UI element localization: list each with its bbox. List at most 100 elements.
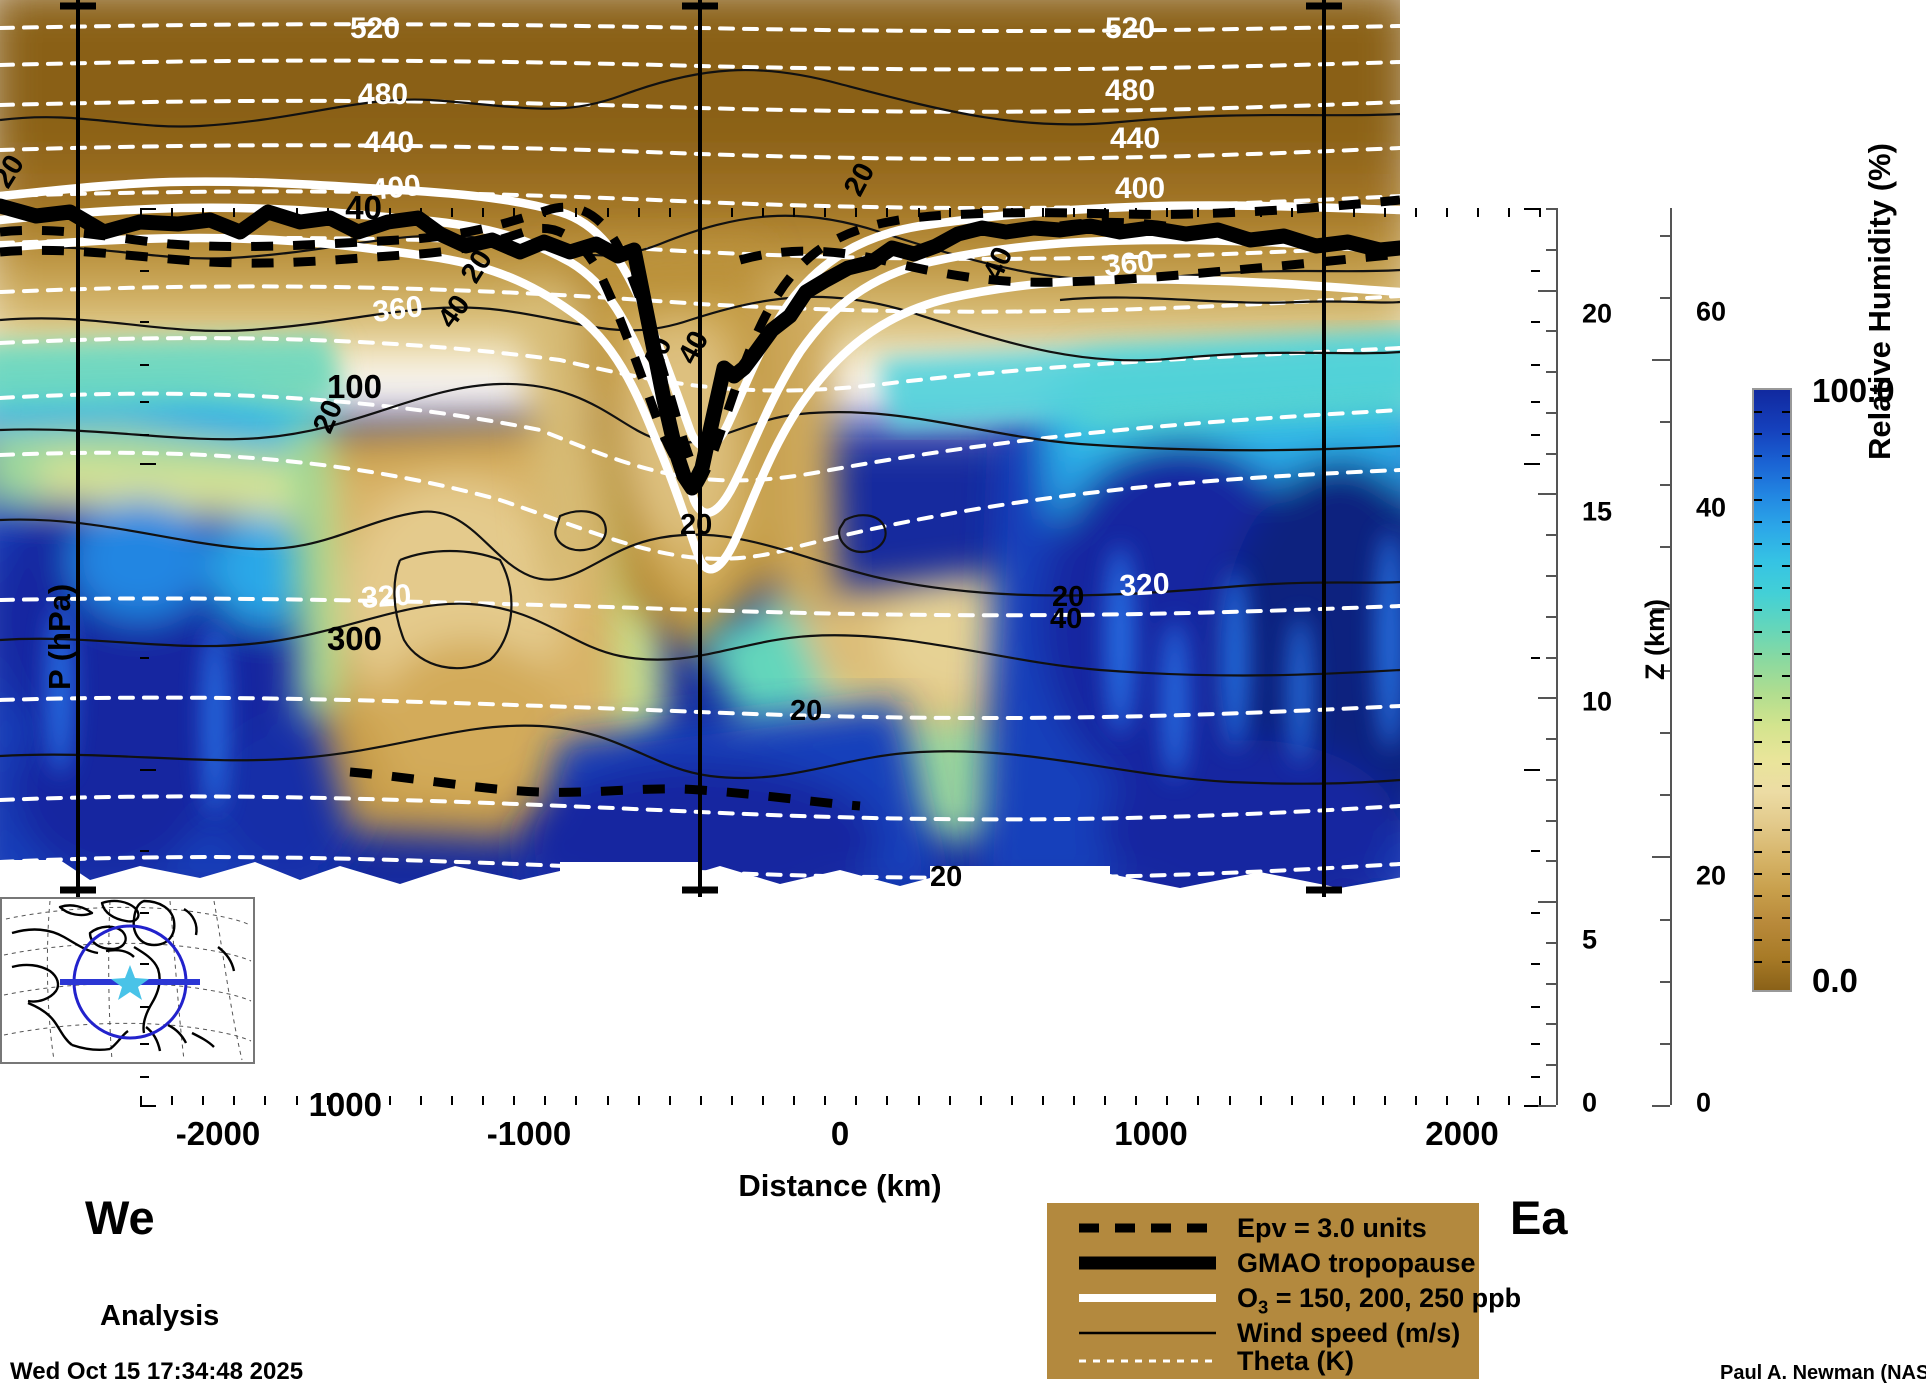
tick-mark	[1508, 208, 1510, 217]
tick-mark	[1260, 1096, 1262, 1105]
tick-mark	[1384, 1096, 1386, 1105]
west-endpoint-label: We	[85, 1191, 155, 1244]
tick-mark	[1546, 1064, 1556, 1066]
svg-text:480: 480	[358, 78, 408, 111]
tick-mark	[1660, 297, 1670, 299]
svg-text:360: 360	[371, 290, 425, 329]
tick-mark	[1531, 963, 1540, 965]
legend-box: Epv = 3.0 units GMAO tropopause O3 = 150…	[1047, 1203, 1521, 1379]
svg-text:40: 40	[1050, 603, 1082, 635]
svg-text:20: 20	[1052, 581, 1084, 613]
z-kft-tick-20: 20	[1696, 860, 1727, 891]
x-tick-neg2000: -2000	[175, 1115, 261, 1152]
tick-mark	[1660, 421, 1670, 423]
tick-mark	[420, 1096, 422, 1105]
tick-mark	[1546, 575, 1556, 577]
tick-mark	[389, 1096, 391, 1105]
y-axis-title: P (hPa)	[42, 583, 77, 690]
tick-mark	[202, 1096, 204, 1105]
waypoint-markers	[76, 0, 1326, 897]
svg-text:20: 20	[930, 861, 962, 893]
tick-mark	[1508, 1096, 1510, 1105]
tick-mark	[1538, 290, 1556, 292]
tick-mark	[731, 1096, 733, 1105]
z-kft-tick-40: 40	[1696, 492, 1727, 523]
inset-map[interactable]	[0, 897, 255, 1064]
legend-row: O3 = 150, 200, 250 ppb	[1047, 1281, 1521, 1317]
tick-mark	[886, 1096, 888, 1105]
tick-mark	[824, 1096, 826, 1105]
svg-text:520: 520	[350, 12, 400, 45]
tick-mark	[451, 1096, 453, 1105]
x-tick-neg1000: -1000	[486, 1115, 572, 1152]
tick-mark	[171, 1096, 173, 1105]
tick-mark	[140, 1105, 156, 1107]
tick-mark	[1531, 321, 1540, 323]
timestamp-label: Wed Oct 15 17:34:48 2025	[10, 1358, 304, 1385]
tick-mark	[1011, 1096, 1013, 1105]
tick-mark	[669, 1096, 671, 1105]
tick-mark	[1531, 1006, 1540, 1008]
tick-mark	[1415, 1096, 1417, 1105]
tick-mark	[1538, 901, 1556, 903]
legend-row: Theta (K)	[1047, 1344, 1479, 1379]
tick-mark	[1135, 1096, 1137, 1105]
tick-mark	[1291, 1096, 1293, 1105]
svg-text:440: 440	[1110, 122, 1160, 155]
svg-text:480: 480	[1105, 74, 1155, 107]
colorbar	[1752, 388, 1792, 992]
tick-mark	[1531, 1076, 1540, 1078]
tick-mark	[1660, 981, 1670, 983]
tick-mark	[1073, 1096, 1075, 1105]
colorbar-title: Relative Humidity (%)	[1862, 143, 1897, 460]
z-km-tick-20: 20	[1582, 298, 1613, 329]
tick-mark	[1531, 270, 1540, 272]
svg-text:320: 320	[360, 579, 412, 615]
tick-mark	[1546, 412, 1556, 414]
tick-mark	[1353, 1096, 1355, 1105]
legend-sample-epv-icon	[1075, 1211, 1220, 1246]
tick-mark	[1546, 330, 1556, 332]
tick-mark	[1477, 208, 1479, 217]
graticule	[3, 900, 252, 1061]
tick-mark	[1524, 1105, 1540, 1107]
analysis-label: Analysis	[100, 1300, 220, 1332]
svg-text:320: 320	[1119, 567, 1171, 603]
tick-mark	[513, 1096, 515, 1105]
tick-mark	[1546, 249, 1556, 251]
tick-mark	[1524, 769, 1540, 771]
z-km-tick-5: 5	[1582, 924, 1598, 955]
tick-mark	[1531, 434, 1540, 436]
colorbar-min-label: 0.0	[1812, 962, 1858, 999]
tick-mark	[544, 1096, 546, 1105]
tick-mark	[1531, 364, 1540, 366]
z-km-tick-0: 0	[1582, 1087, 1598, 1118]
y-tick-1000: 1000	[308, 1086, 382, 1123]
tick-mark	[140, 1096, 142, 1105]
tick-mark	[700, 1096, 702, 1105]
tick-mark	[1539, 208, 1541, 217]
tick-mark	[980, 1096, 982, 1105]
tick-mark	[1660, 919, 1670, 921]
tick-mark	[762, 1096, 764, 1105]
east-endpoint-label: Ea	[1510, 1191, 1568, 1244]
tick-mark	[1546, 820, 1556, 822]
tick-mark	[1531, 657, 1540, 659]
tick-mark	[1660, 235, 1670, 237]
z-kft-axis	[1670, 208, 1672, 1105]
inset-map-svg	[2, 899, 253, 1062]
y-tick-300: 300	[326, 620, 382, 657]
center-star-icon	[111, 965, 149, 1000]
legend-sample-tropopause-icon	[1075, 1246, 1220, 1281]
tick-mark	[1415, 208, 1417, 217]
tick-mark	[1546, 534, 1556, 536]
tick-mark	[1546, 1023, 1556, 1025]
tick-mark	[1531, 850, 1540, 852]
tick-mark	[1660, 546, 1670, 548]
tick-mark	[1546, 453, 1556, 455]
svg-text:20: 20	[790, 695, 822, 727]
legend-label-theta: Theta (K)	[1237, 1346, 1354, 1376]
z-km-tick-15: 15	[1582, 496, 1613, 527]
svg-text:520: 520	[1105, 12, 1155, 45]
svg-text:360: 360	[1102, 245, 1155, 283]
